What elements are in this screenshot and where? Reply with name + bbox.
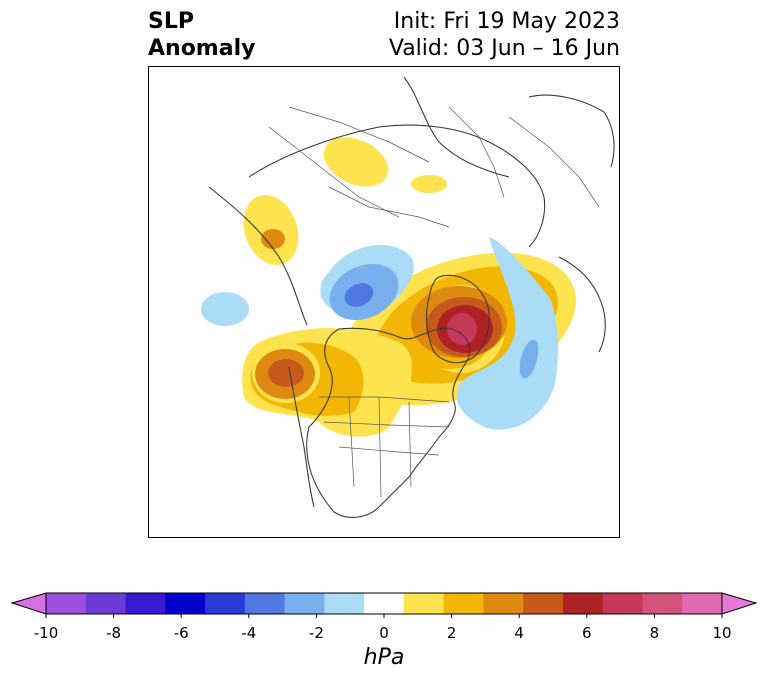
colorbar-bin [46,593,87,614]
init-date: Init: Fri 19 May 2023 [393,9,620,34]
colorbar-bin [682,593,723,614]
colorbar-bin [602,593,643,614]
positive-anomaly-siberia [323,137,389,187]
colorbar-bin [483,593,524,614]
colorbar-tick-label: 4 [514,624,524,642]
colorbar-tick-label: 8 [649,624,660,642]
colorbar-extend-low [10,592,47,615]
title-line-2: Anomaly [148,36,256,61]
colorbar-tick-label: -2 [308,624,324,642]
positive-anomaly-europe [411,175,447,193]
positive-anomaly-pacific [242,328,413,437]
colorbar-bin [562,593,604,614]
colorbar-tick-label: -4 [241,624,257,642]
colorbar-bin [642,593,683,614]
colorbar-bin [165,593,206,614]
valid-range: Valid: 03 Jun – 16 Jun [388,36,620,61]
chart-subtitle: Init: Fri 19 May 2023 Valid: 03 Jun – 16… [389,8,620,62]
colorbar-tick-label: -10 [33,624,59,642]
map-panel [148,66,620,538]
colorbar-bin [523,593,564,614]
negative-anomaly-atlantic [456,237,559,430]
negative-anomaly-pacific [320,245,414,321]
colorbar-extend-high [721,592,758,615]
coastlines [208,76,615,518]
colorbar-bin [205,593,246,614]
chart-title: SLP Anomaly [148,8,255,62]
colorbar-bin [403,593,445,614]
slp-anomaly-map [149,76,615,518]
colorbar-tick-label: 10 [712,624,732,642]
colorbar-bin [443,593,484,614]
colorbar-tick-label: -6 [173,624,189,642]
colorbar-ticks [45,614,723,618]
colorbar-bin [324,593,365,614]
colorbar-bin [85,593,127,614]
country-borders [268,106,600,498]
positive-anomaly-asia [243,195,299,265]
colorbar-bin [244,593,286,614]
colorbar-bin [284,593,325,614]
colorbar [10,592,758,618]
colorbar-tick-label: 2 [446,624,457,642]
colorbar-tick-label: 0 [379,624,389,642]
negative-anomaly-west [201,292,249,326]
colorbar-tick-label: 6 [582,624,592,642]
title-line-1: SLP [148,9,194,34]
colorbar-tick-label: -8 [106,624,122,642]
colorbar-bin [364,593,405,614]
colorbar-bin [125,593,166,614]
colorbar-bins [45,592,723,615]
colorbar-units-label: hPa [363,645,405,670]
